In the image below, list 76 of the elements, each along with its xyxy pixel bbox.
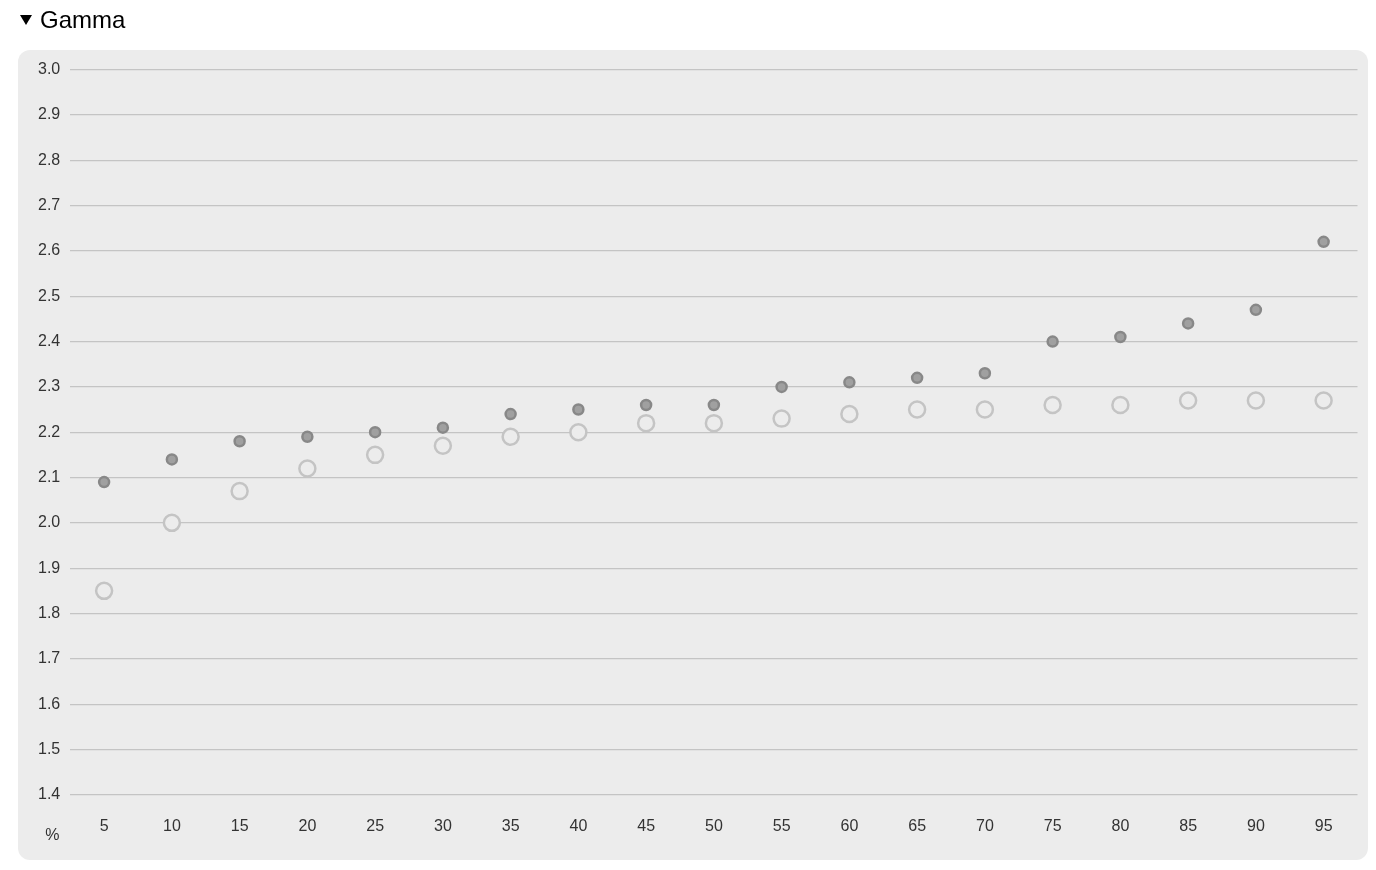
x-tick-label: 35 <box>501 816 520 834</box>
y-tick-label: 1.9 <box>37 558 61 576</box>
x-tick-label: 30 <box>433 816 452 834</box>
point <box>843 376 856 389</box>
x-tick-label: 5 <box>99 816 109 834</box>
x-axis-title: % <box>45 826 60 844</box>
point <box>301 430 314 443</box>
point <box>772 409 791 428</box>
y-tick-label: 1.4 <box>37 785 61 803</box>
x-tick-label: 70 <box>975 816 994 834</box>
y-tick-label: 1.8 <box>37 603 61 621</box>
point <box>975 400 995 419</box>
y-tick-label: 1.7 <box>37 649 61 667</box>
y-tick-label: 3.0 <box>37 60 61 78</box>
point <box>162 513 182 533</box>
x-tick-label: 75 <box>1043 816 1062 834</box>
x-tick-label: 45 <box>637 816 656 834</box>
point <box>368 425 382 439</box>
x-tick-label: 40 <box>569 816 588 834</box>
y-tick-label: 2.9 <box>37 105 61 123</box>
x-tick-label: 55 <box>772 816 791 834</box>
point <box>978 367 992 380</box>
point <box>572 403 585 416</box>
point <box>1314 391 1333 410</box>
point <box>1111 395 1130 415</box>
point <box>165 453 179 466</box>
point <box>1181 317 1195 330</box>
point <box>1178 391 1198 410</box>
point <box>1249 303 1263 317</box>
point <box>97 475 111 489</box>
y-tick-label: 2.8 <box>37 150 61 168</box>
chart-title: Gamma <box>40 6 126 34</box>
point <box>436 421 450 434</box>
x-tick-label: 10 <box>162 816 181 834</box>
point <box>639 398 653 412</box>
point <box>433 436 453 456</box>
x-tick-label: 65 <box>908 816 927 834</box>
point <box>636 413 656 433</box>
x-tick-label: 90 <box>1246 816 1265 834</box>
point <box>1246 391 1266 410</box>
y-tick-label: 2.6 <box>37 241 61 259</box>
point <box>1114 330 1127 344</box>
point <box>233 435 246 448</box>
y-tick-label: 2.4 <box>37 331 61 349</box>
point <box>775 380 788 394</box>
y-tick-label: 2.3 <box>37 377 61 395</box>
y-tick-label: 2.1 <box>37 467 61 485</box>
x-tick-label: 80 <box>1111 816 1130 834</box>
point <box>910 371 924 385</box>
x-tick-label: 15 <box>230 816 249 834</box>
x-tick-label: 85 <box>1179 816 1198 834</box>
point <box>1317 235 1330 249</box>
point <box>569 422 588 442</box>
point <box>907 400 927 419</box>
point <box>1043 395 1062 415</box>
point <box>704 413 724 433</box>
point <box>501 427 520 446</box>
y-tick-label: 2.7 <box>37 195 61 213</box>
y-tick-label: 2.5 <box>37 286 61 304</box>
point <box>365 445 385 465</box>
x-tick-label: 50 <box>704 816 723 834</box>
point <box>94 581 114 601</box>
y-tick-label: 2.2 <box>37 422 61 440</box>
point <box>504 407 517 421</box>
y-tick-label: 1.5 <box>37 739 61 757</box>
y-tick-label: 1.6 <box>37 694 61 712</box>
x-tick-label: 95 <box>1314 816 1333 834</box>
x-tick-label: 25 <box>366 816 385 834</box>
x-tick-label: 20 <box>298 816 317 834</box>
point <box>298 459 317 478</box>
point <box>707 398 721 412</box>
point <box>1046 335 1059 348</box>
point <box>230 481 249 501</box>
point <box>840 404 859 424</box>
x-tick-label: 60 <box>840 816 859 834</box>
y-tick-label: 2.0 <box>37 513 61 531</box>
